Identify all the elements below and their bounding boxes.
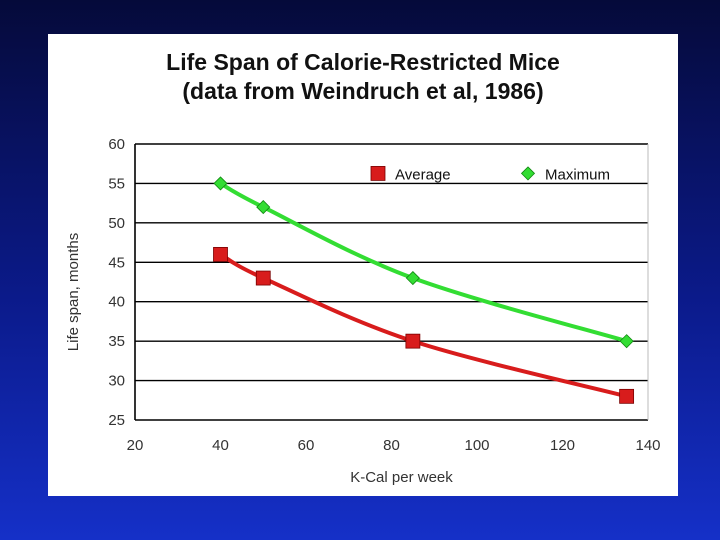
y-tick-label-45: 45	[108, 254, 125, 271]
chart-subtitle: (data from Weindruch et al, 1986)	[182, 78, 544, 104]
maximum-series-line	[218, 181, 629, 344]
series-maximum	[213, 176, 634, 349]
series-average	[213, 246, 635, 404]
average-point-50	[255, 270, 271, 286]
legend-label-maximum: Maximum	[545, 166, 610, 183]
y-tick-label-40: 40	[108, 294, 125, 311]
average-series-line	[218, 252, 629, 399]
y-axis-label: Life span, months	[65, 233, 82, 351]
legend-item-maximum: Maximum	[520, 166, 610, 183]
x-tick-label-140: 140	[635, 437, 660, 454]
average-point-40	[213, 246, 228, 262]
legend-label-average: Average	[395, 166, 451, 183]
y-tick-label-50: 50	[108, 215, 125, 232]
legend-item-average: Average	[370, 166, 451, 183]
average-point-135	[619, 388, 635, 404]
maximum-point-40	[213, 176, 228, 191]
legend: Average Maximum	[370, 166, 610, 183]
series-layer	[213, 176, 635, 404]
y-tick-label-35: 35	[108, 333, 125, 350]
legend-marker-maximum	[520, 166, 536, 181]
x-tick-label-20: 20	[127, 437, 144, 454]
x-axis-label: K-Cal per week	[350, 469, 453, 486]
x-tick-label-80: 80	[383, 437, 400, 454]
y-tick-label-30: 30	[108, 373, 125, 390]
x-tick-label-100: 100	[464, 437, 489, 454]
legend-marker-average	[370, 166, 386, 181]
maximum-point-50	[256, 200, 271, 215]
y-tick-labels: 25 30 35 40 45 50 55 60	[108, 136, 125, 429]
x-tick-label-120: 120	[550, 437, 575, 454]
axes	[134, 144, 649, 421]
y-tick-label-25: 25	[108, 412, 125, 429]
average-point-85	[405, 333, 421, 349]
chart-panel: Life Span of Calorie-Restricted Mice (da…	[48, 34, 678, 496]
x-tick-labels: 20 40 60 80 100 120 140	[127, 437, 661, 454]
maximum-point-135	[619, 334, 634, 349]
line-chart: 25 30 35 40 45 50 55 60 20 40 60 80 100 120 140 K-Cal…	[65, 136, 661, 486]
chart-title: Life Span of Calorie-Restricted Mice	[166, 49, 560, 75]
y-tick-label-55: 55	[108, 175, 125, 192]
maximum-point-85	[405, 270, 420, 286]
x-tick-label-40: 40	[212, 437, 229, 454]
x-tick-label-60: 60	[298, 437, 315, 454]
chart-title-block: Life Span of Calorie-Restricted Mice (da…	[48, 48, 678, 106]
y-tick-label-60: 60	[108, 136, 125, 153]
